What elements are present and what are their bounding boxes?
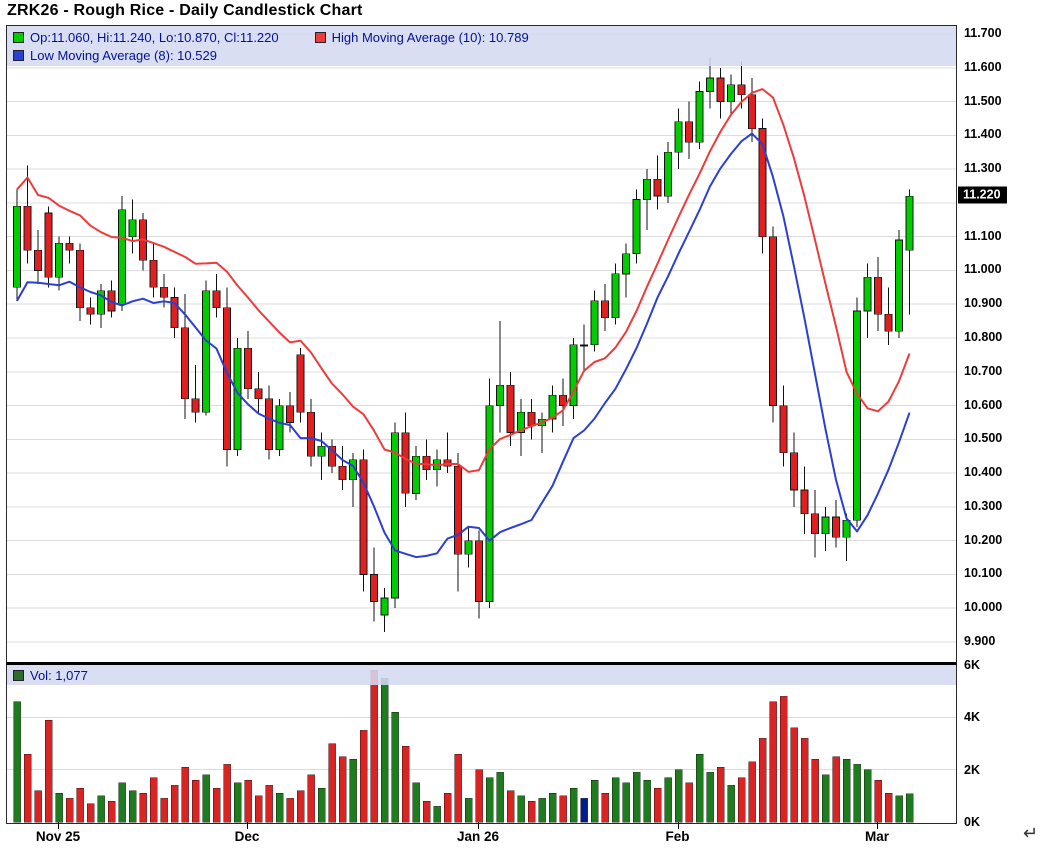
volume-tick-label: 0K <box>964 815 980 829</box>
price-tick-label: 11.600 <box>964 59 1002 74</box>
x-axis-label: Dec <box>234 829 260 844</box>
price-tick-label: 10.800 <box>964 330 1003 344</box>
price-tick-label: 10.900 <box>964 296 1003 311</box>
candlestick-plot <box>7 33 956 643</box>
price-tick-label: 11.700 <box>964 26 1002 40</box>
price-tick-label: 11.000 <box>964 262 1002 277</box>
x-axis-label: Mar <box>864 829 890 844</box>
price-axis: 11.700 11.600 11.500 11.400 11.300 11.100 11.0… <box>958 25 1050 665</box>
chart-title: ZRK26 - Rough Rice - Daily Candlestick C… <box>7 2 363 19</box>
price-tick-label: 9.900 <box>964 634 996 648</box>
volume-swatch-icon <box>13 669 24 681</box>
price-tick-label: 10.300 <box>964 498 1003 513</box>
price-legend-row-1: Op:11.060, Hi:11.240, Lo:10.870, Cl:11.2… <box>13 28 950 46</box>
x-axis-tick <box>677 822 679 829</box>
ohlc-swatch-icon <box>13 31 24 43</box>
last-price-badge: 11.220 <box>958 186 1007 204</box>
legend-item-high-ma: High Moving Average (10): 10.789 <box>314 29 529 45</box>
x-axis-tick <box>877 822 878 829</box>
price-tick-label: 10.400 <box>964 465 1003 480</box>
x-axis-label: Jan 26 <box>456 829 500 844</box>
x-axis-tick <box>58 822 59 829</box>
low-ma-swatch-icon <box>13 49 24 61</box>
price-tick-label: 10.100 <box>964 566 1003 581</box>
legend-item-ohlc: Op:11.060, Hi:11.240, Lo:10.870, Cl:11.2… <box>13 30 279 45</box>
volume-panel: Vol: 1,077 <box>6 665 957 824</box>
price-tick-label: 10.200 <box>964 532 1003 547</box>
volume-tick-label: 4K <box>964 710 980 725</box>
x-axis-tick <box>478 822 479 829</box>
volume-legend-label: Vol: 1,077 <box>30 667 88 683</box>
high-ma-swatch-icon <box>314 31 326 43</box>
low-ma-legend-label: Low Moving Average (8): 10.529 <box>30 47 217 63</box>
price-tick-label: 10.000 <box>964 600 1003 615</box>
price-tick-label: 11.500 <box>964 93 1002 108</box>
high-ma-legend-label: High Moving Average (10): 10.789 <box>331 29 529 45</box>
x-axis-label: Feb <box>665 829 690 844</box>
price-tick-label: 10.600 <box>964 397 1003 412</box>
x-axis-label: Nov 25 <box>35 829 81 844</box>
x-axis-tick <box>247 822 248 829</box>
price-tick-label: 10.500 <box>964 431 1003 446</box>
price-panel: Op:11.060, Hi:11.240, Lo:10.870, Cl:11.2… <box>6 25 957 665</box>
volume-axis: 6K 4K 2K 0K <box>958 658 1050 829</box>
volume-plot <box>7 665 956 823</box>
legend-item-low-ma: Low Moving Average (8): 10.529 <box>13 48 217 63</box>
legend-item-volume: Vol: 1,077 <box>13 668 88 683</box>
price-tick-label: 10.700 <box>964 363 1003 378</box>
price-tick-label: 11.100 <box>964 228 1002 243</box>
ohlc-legend-label: Op:11.060, Hi:11.240, Lo:10.870, Cl:11.2… <box>30 29 279 45</box>
return-icon: ↵ <box>1023 823 1039 843</box>
price-legend-row-2: Low Moving Average (8): 10.529 <box>13 46 950 64</box>
price-tick-label: 11.300 <box>964 161 1002 176</box>
volume-legend: Vol: 1,077 <box>7 665 956 685</box>
price-tick-label: 11.400 <box>964 127 1002 142</box>
volume-tick-label: 2K <box>964 762 980 777</box>
price-legend: Op:11.060, Hi:11.240, Lo:10.870, Cl:11.2… <box>7 26 956 66</box>
x-axis: Nov 25 Dec Jan 26 Feb Mar <box>6 822 955 850</box>
volume-tick-label: 6K <box>964 658 980 672</box>
